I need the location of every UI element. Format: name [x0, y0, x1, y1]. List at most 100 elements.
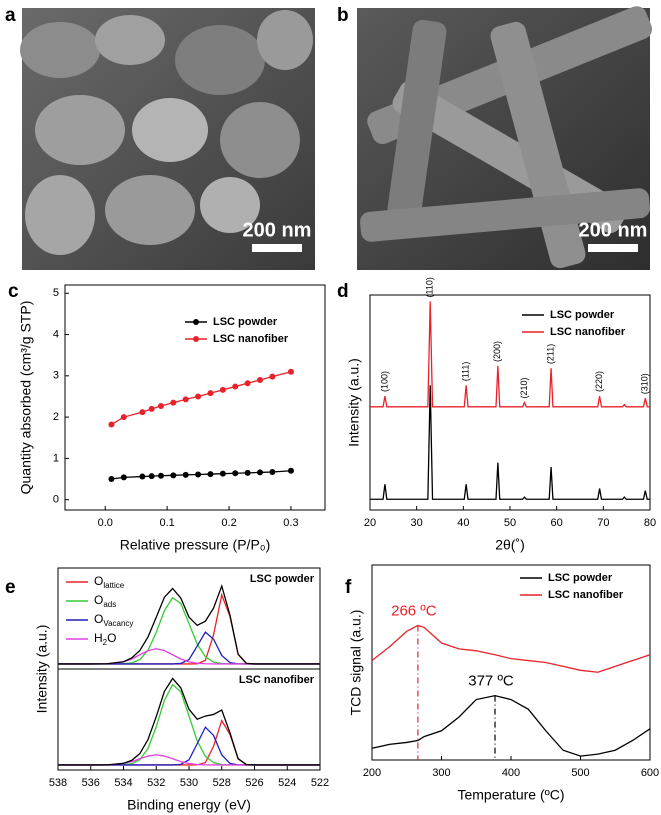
- envelope-line: [58, 583, 320, 665]
- legend-label-part: lattice: [103, 581, 124, 590]
- legend-marker: [193, 319, 199, 325]
- component-line: [58, 726, 320, 766]
- x-tick-label: 0.1: [159, 517, 174, 529]
- series-line: [111, 470, 291, 480]
- x-tick-label: 522: [311, 777, 329, 789]
- envelope-line: [58, 677, 320, 766]
- data-point: [182, 396, 189, 403]
- series-line: [371, 694, 651, 757]
- legend-label: Olattice: [94, 574, 125, 590]
- x-tick-label: 0.2: [221, 517, 236, 529]
- legend-label: Oads: [94, 593, 116, 609]
- legend-label: LSC nanofiber: [548, 589, 624, 601]
- x-tick-label: 400: [502, 767, 520, 779]
- legend-label-part: H: [94, 631, 103, 645]
- data-point: [157, 402, 164, 409]
- x-tick-label: 80: [644, 517, 656, 529]
- scale-bar-label: 200 nm: [243, 219, 312, 241]
- x-tick-label: 0.0: [98, 517, 113, 529]
- peak-label: (220): [594, 371, 604, 392]
- x-tick-label: 20: [364, 517, 376, 529]
- component-line: [58, 719, 320, 766]
- x-tick-label: 300: [432, 767, 450, 779]
- data-point: [219, 470, 226, 477]
- annotation: 266 ºC: [391, 602, 437, 619]
- data-point: [108, 421, 115, 428]
- y-tick-label: 1: [53, 452, 59, 464]
- series-line: [111, 371, 292, 426]
- x-tick-label: 534: [114, 777, 132, 789]
- legend-label-part: O: [94, 574, 103, 588]
- x-axis-title: Binding energy (eV): [127, 797, 251, 813]
- data-point: [148, 405, 155, 412]
- series-line: [370, 385, 650, 500]
- data-point: [148, 473, 155, 480]
- x-axis-title: Temperature (ºC): [457, 787, 564, 803]
- annotation: 377 ºC: [468, 673, 514, 690]
- data-point: [157, 472, 164, 479]
- data-point: [108, 476, 115, 483]
- data-point: [287, 467, 294, 474]
- data-point: [120, 474, 127, 481]
- data-point: [232, 383, 239, 390]
- data-point: [170, 472, 177, 479]
- x-axis-title: 2θ(˚): [495, 537, 525, 553]
- peak-label: (310): [640, 373, 650, 394]
- panel-label: d: [337, 281, 349, 302]
- peak-label: (100): [379, 371, 389, 392]
- peak-label: (210): [519, 377, 529, 398]
- series-line: [370, 301, 650, 408]
- data-point: [207, 471, 214, 478]
- legend-label: OVacancy: [94, 612, 133, 628]
- panel-label: c: [8, 281, 19, 302]
- data-point: [269, 469, 276, 476]
- data-point: [170, 399, 177, 406]
- y-tick-label: 4: [53, 328, 59, 340]
- x-tick-label: 0.3: [283, 517, 298, 529]
- y-tick-label: 2: [53, 411, 59, 423]
- peak-label: (211): [545, 344, 555, 364]
- legend-label-part: O: [94, 612, 103, 626]
- peak-label: (110): [425, 277, 435, 297]
- legend-label: H2O: [94, 631, 116, 647]
- scale-bar-label: 200 nm: [579, 219, 648, 241]
- data-point: [269, 373, 276, 380]
- data-point: [139, 473, 146, 480]
- plot-frame: [64, 284, 326, 511]
- x-tick-label: 536: [82, 777, 100, 789]
- x-tick-label: 532: [147, 777, 165, 789]
- data-point: [120, 414, 127, 421]
- x-tick-label: 40: [457, 517, 469, 529]
- legend-label: LSC nanofiber: [550, 326, 626, 338]
- x-tick-label: 600: [641, 767, 659, 779]
- peak-label: (111): [461, 362, 471, 382]
- legend-label-part: O: [107, 631, 116, 645]
- x-tick-label: 530: [180, 777, 198, 789]
- sem-image-a: a 200 nm: [5, 5, 315, 270]
- data-point: [195, 393, 202, 400]
- y-tick-label: 3: [53, 370, 59, 382]
- data-point: [207, 390, 214, 397]
- panel-label: e: [5, 577, 16, 598]
- panel-label: f: [345, 577, 352, 598]
- data-point: [257, 469, 263, 476]
- y-axis-title: Intensity (a.u.): [34, 625, 50, 714]
- sem-image-b: b 200 nm: [337, 5, 653, 270]
- x-axis-title: Relative pressure (P/P₀): [120, 537, 271, 553]
- legend-label-part: 2: [103, 638, 108, 647]
- x-tick-label: 538: [49, 777, 67, 789]
- data-point: [244, 380, 251, 387]
- panel-label: a: [5, 5, 16, 26]
- data-point: [195, 471, 202, 478]
- x-tick-label: 528: [213, 777, 231, 789]
- x-tick-label: 70: [597, 517, 609, 529]
- legend-label: LSC nanofiber: [213, 333, 289, 345]
- y-axis-title: Intensity (a.u.): [346, 358, 362, 447]
- x-tick-label: 500: [571, 767, 589, 779]
- panel-label: b: [337, 5, 349, 26]
- data-point: [244, 469, 251, 476]
- data-point: [232, 470, 239, 477]
- legend-label-part: O: [94, 593, 103, 607]
- x-tick-label: 524: [278, 777, 296, 789]
